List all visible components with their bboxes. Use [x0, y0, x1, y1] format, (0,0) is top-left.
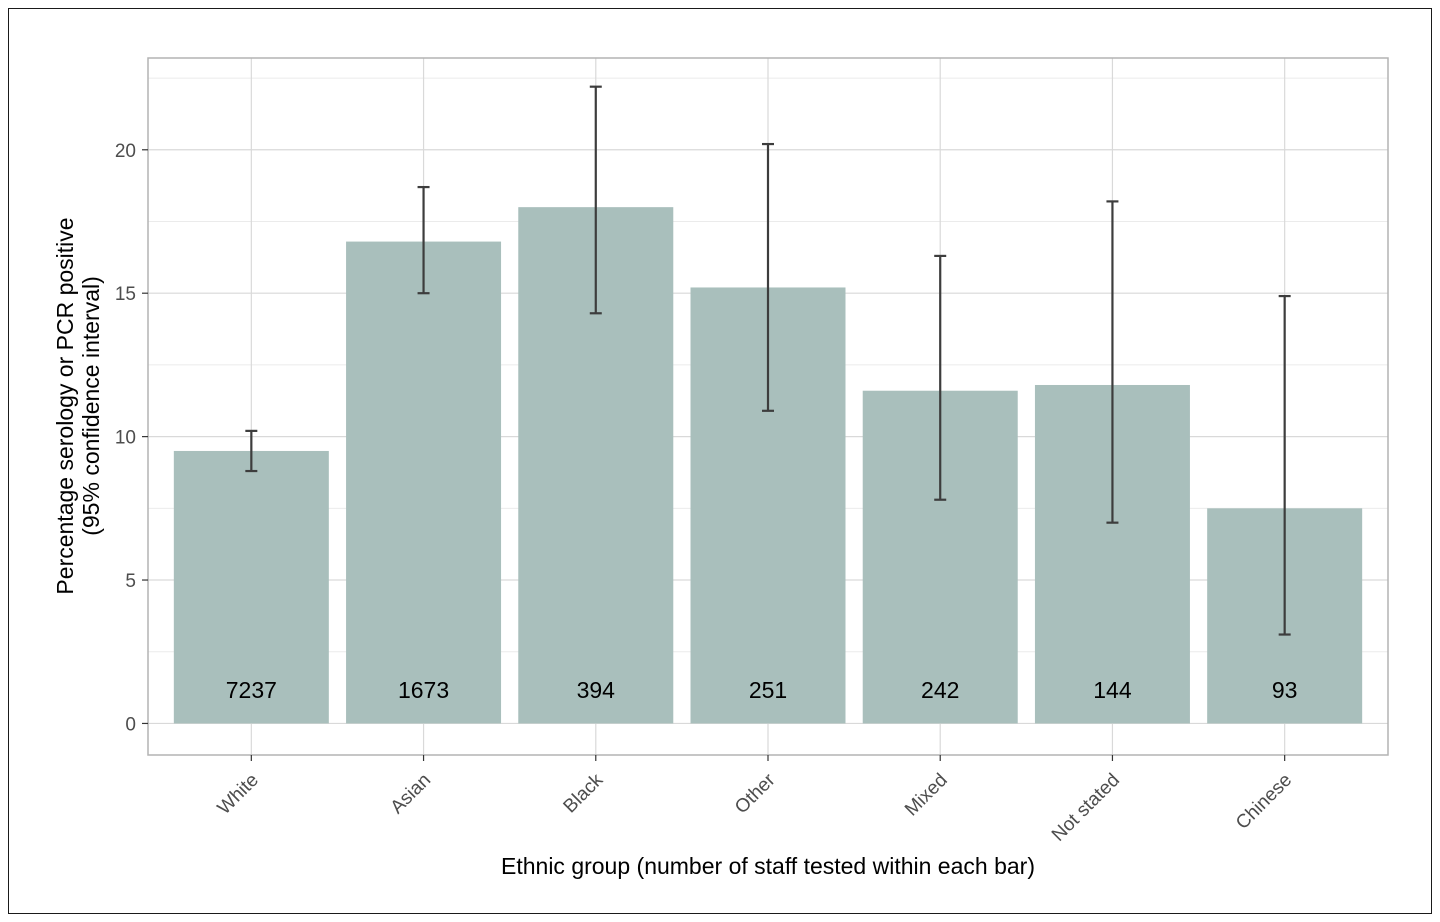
- x-tick-label: Asian: [387, 770, 435, 818]
- errorbar-not-stated: [1106, 200, 1119, 524]
- count-label-layer: 7237 1673 394 251 242 144 93: [226, 677, 1298, 703]
- y-tick-label: 5: [125, 571, 136, 592]
- count-label: 242: [921, 677, 959, 703]
- errorbar-other: [762, 142, 774, 412]
- y-axis-title-line1: Percentage serology or PCR positive: [52, 217, 78, 594]
- count-label: 394: [577, 677, 616, 703]
- errorbar-black: [589, 85, 602, 315]
- errorbar-chinese: [1278, 294, 1291, 636]
- y-tick-label: 0: [125, 714, 136, 735]
- figure-frame: [8, 8, 1432, 914]
- count-label: 1673: [398, 677, 449, 703]
- x-tick-label: Other: [731, 769, 780, 818]
- y-tick-label: 20: [115, 141, 136, 162]
- errorbar-asian: [417, 185, 430, 295]
- errorbar-mixed: [934, 254, 947, 501]
- count-label: 7237: [226, 677, 277, 703]
- x-axis-title: Ethnic group (number of staff tested wit…: [501, 853, 1035, 879]
- x-tick-label: Mixed: [901, 770, 952, 821]
- y-axis: 0 5 10 15 20: [115, 141, 148, 735]
- x-tick-label: Black: [560, 769, 608, 817]
- count-label: 144: [1093, 677, 1132, 703]
- y-tick-label: 15: [115, 284, 136, 305]
- errorbar-layer: [245, 85, 1291, 636]
- y-tick-label: 10: [115, 428, 136, 449]
- errorbar-white: [245, 429, 258, 473]
- bar-asian: [346, 241, 502, 724]
- bar-white: [173, 450, 329, 724]
- count-label: 251: [749, 677, 787, 703]
- x-tick-label: Chinese: [1232, 770, 1296, 834]
- y-axis-title-line2: (95% confidence interval): [78, 276, 104, 536]
- count-label: 93: [1272, 677, 1298, 703]
- x-axis: White Asian Black Other Mixed Not stated Chine…: [214, 755, 1296, 846]
- x-tick-label: White: [214, 770, 263, 819]
- x-tick-label: Not stated: [1048, 770, 1124, 846]
